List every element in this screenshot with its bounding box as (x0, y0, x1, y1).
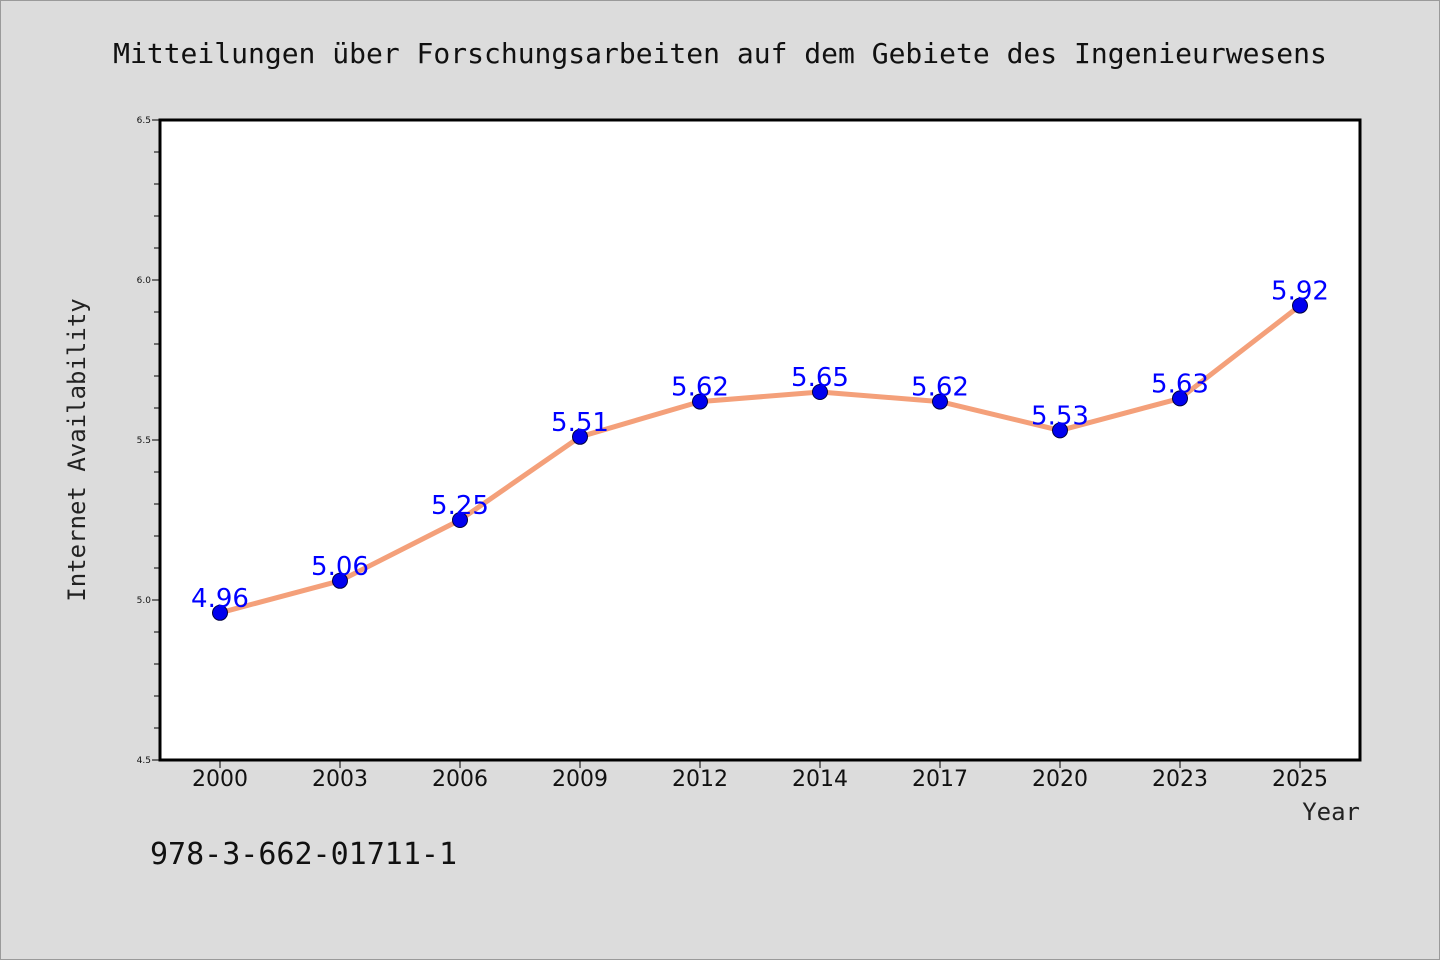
data-point (1292, 297, 1308, 314)
y-tick-label: 6.0 (137, 276, 152, 286)
data-point (212, 604, 228, 621)
y-tick-label: 5.0 (137, 596, 152, 606)
x-tick-label: 2000 (192, 767, 248, 792)
data-point (1052, 422, 1068, 439)
data-label: 5.63 (1151, 369, 1209, 399)
data-label: 5.53 (1031, 401, 1089, 431)
x-axis: 2000 2003 2006 2009 2012 2014 2017 2020 2023 2025 (192, 760, 1328, 792)
data-point (572, 428, 588, 445)
x-tick-label: 2020 (1032, 767, 1088, 792)
data-point (332, 572, 348, 589)
data-point (932, 393, 948, 410)
data-point (452, 512, 468, 528)
x-axis-title: Year (1302, 798, 1360, 826)
x-tick-label: 2014 (792, 767, 848, 792)
data-label: 5.62 (911, 373, 969, 403)
x-tick-label: 2003 (312, 767, 368, 792)
data-label: 5.06 (311, 552, 369, 582)
series-layer: 4.96 5.06 5.25 5.51 5.62 5.65 5.62 5.53 5.63 5.92 (191, 277, 1329, 621)
y-axis: 4.5 5.0 5.5 6.0 6.5 (137, 116, 160, 766)
y-tick-label: 5.5 (137, 436, 151, 446)
data-point (1172, 390, 1188, 407)
x-tick-label: 2017 (912, 767, 968, 792)
y-axis-title: Internet Availability (63, 298, 91, 601)
data-point (692, 393, 708, 410)
isbn-label: 978-3-662-01711-1 (150, 837, 457, 872)
y-tick-label: 6.5 (137, 116, 151, 126)
data-label: 5.25 (431, 491, 489, 521)
x-tick-label: 2006 (432, 767, 488, 792)
data-label: 5.92 (1271, 277, 1329, 307)
x-tick-label: 2025 (1272, 767, 1328, 792)
x-tick-label: 2012 (672, 767, 728, 792)
data-label: 4.96 (191, 584, 249, 614)
x-tick-label: 2023 (1152, 767, 1208, 792)
chart-title: Mitteilungen über Forschungsarbeiten auf… (113, 37, 1327, 70)
data-point (812, 384, 828, 400)
x-tick-label: 2009 (552, 767, 608, 792)
series-line (217, 303, 1303, 616)
data-label: 5.62 (671, 373, 729, 403)
y-tick-label: 4.5 (137, 756, 151, 766)
plot-area (158, 118, 1362, 762)
data-label: 5.65 (791, 363, 849, 393)
data-label: 5.51 (551, 408, 609, 438)
